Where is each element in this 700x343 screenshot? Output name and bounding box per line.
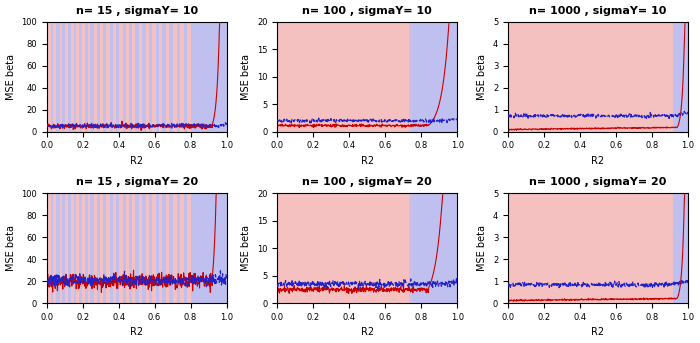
Bar [180, 193, 183, 303]
Title: n= 15 , sigmaY= 20: n= 15 , sigmaY= 20 [76, 177, 197, 187]
Bar [173, 22, 176, 132]
Bar [94, 193, 97, 303]
Bar [173, 193, 176, 303]
Bar [66, 22, 68, 132]
Title: n= 100 , sigmaY= 20: n= 100 , sigmaY= 20 [302, 177, 432, 187]
Bar [673, 193, 688, 303]
Bar [146, 193, 149, 303]
Bar [53, 22, 57, 132]
Bar [412, 22, 457, 132]
Bar [76, 193, 79, 303]
Bar [126, 193, 129, 303]
Bar [153, 193, 155, 303]
Bar [146, 22, 149, 132]
Bar [188, 193, 191, 303]
Bar [119, 193, 122, 303]
Bar [166, 193, 169, 303]
Bar [673, 22, 688, 132]
Bar [88, 193, 90, 303]
Title: n= 15 , sigmaY= 10: n= 15 , sigmaY= 10 [76, 5, 197, 15]
Bar [71, 22, 74, 132]
Bar [82, 22, 85, 132]
Bar [53, 193, 57, 303]
X-axis label: R2: R2 [130, 156, 143, 166]
X-axis label: R2: R2 [592, 328, 605, 338]
Bar [71, 193, 74, 303]
Bar [106, 193, 110, 303]
Bar [126, 22, 129, 132]
Bar [159, 22, 162, 132]
Bar [153, 22, 155, 132]
Bar [412, 193, 457, 303]
X-axis label: R2: R2 [360, 156, 374, 166]
Y-axis label: MSE beta: MSE beta [241, 54, 251, 100]
Y-axis label: MSE beta: MSE beta [241, 225, 251, 271]
Bar [409, 22, 421, 132]
Bar [47, 22, 227, 132]
Bar [166, 22, 169, 132]
Bar [119, 22, 122, 132]
Bar [180, 22, 183, 132]
Title: n= 1000 , sigmaY= 10: n= 1000 , sigmaY= 10 [529, 5, 666, 15]
Bar [132, 193, 136, 303]
Bar [60, 193, 62, 303]
Bar [106, 22, 110, 132]
Y-axis label: MSE beta: MSE beta [477, 225, 487, 271]
Bar [508, 22, 673, 132]
Bar [99, 193, 103, 303]
X-axis label: R2: R2 [592, 156, 605, 166]
Bar [60, 22, 62, 132]
Bar [88, 22, 90, 132]
Bar [277, 22, 412, 132]
Bar [508, 193, 673, 303]
X-axis label: R2: R2 [130, 328, 143, 338]
Title: n= 100 , sigmaY= 10: n= 100 , sigmaY= 10 [302, 5, 432, 15]
Bar [76, 22, 79, 132]
Bar [132, 22, 136, 132]
Bar [47, 193, 50, 303]
Bar [139, 22, 142, 132]
Bar [188, 22, 191, 132]
Bar [82, 193, 85, 303]
Title: n= 1000 , sigmaY= 20: n= 1000 , sigmaY= 20 [529, 177, 666, 187]
Bar [94, 22, 97, 132]
Bar [159, 193, 162, 303]
Bar [66, 193, 68, 303]
Y-axis label: MSE beta: MSE beta [6, 54, 15, 100]
Bar [99, 22, 103, 132]
Bar [277, 193, 412, 303]
Bar [47, 193, 227, 303]
Bar [47, 22, 50, 132]
Bar [113, 193, 116, 303]
Bar [409, 193, 421, 303]
Y-axis label: MSE beta: MSE beta [477, 54, 487, 100]
Bar [113, 22, 116, 132]
Bar [385, 22, 396, 132]
X-axis label: R2: R2 [360, 328, 374, 338]
Bar [139, 193, 142, 303]
Bar [385, 193, 396, 303]
Y-axis label: MSE beta: MSE beta [6, 225, 15, 271]
